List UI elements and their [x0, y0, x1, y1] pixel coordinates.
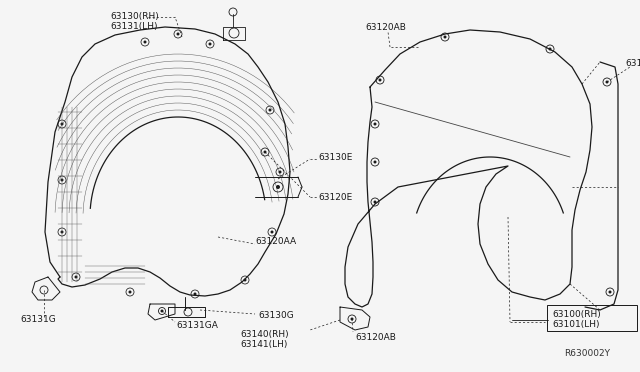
- Text: 63100(RH): 63100(RH): [552, 310, 601, 318]
- Circle shape: [264, 151, 266, 154]
- Circle shape: [177, 32, 179, 35]
- Circle shape: [605, 80, 609, 83]
- Text: 63131(LH): 63131(LH): [110, 22, 157, 32]
- Text: 63140(RH): 63140(RH): [240, 330, 289, 339]
- Circle shape: [193, 292, 196, 295]
- Circle shape: [609, 291, 611, 294]
- Circle shape: [378, 78, 381, 81]
- Text: 63131GA: 63131GA: [176, 321, 218, 330]
- Circle shape: [269, 109, 271, 112]
- Circle shape: [161, 310, 163, 312]
- Text: 63120E: 63120E: [318, 192, 352, 202]
- Circle shape: [548, 48, 552, 51]
- Circle shape: [61, 122, 63, 125]
- Text: 63120AB: 63120AB: [625, 60, 640, 68]
- Circle shape: [351, 317, 353, 321]
- Text: 63120AB: 63120AB: [355, 333, 396, 341]
- Text: 63130G: 63130G: [258, 311, 294, 320]
- Text: 63130E: 63130E: [318, 153, 353, 161]
- Text: 63101(LH): 63101(LH): [552, 320, 600, 328]
- Text: 63120AA: 63120AA: [255, 237, 296, 247]
- Circle shape: [243, 279, 246, 282]
- Circle shape: [209, 42, 211, 45]
- Circle shape: [374, 122, 376, 125]
- Circle shape: [374, 201, 376, 203]
- Text: R630002Y: R630002Y: [564, 350, 610, 359]
- Circle shape: [374, 160, 376, 164]
- Circle shape: [74, 276, 77, 279]
- Circle shape: [271, 231, 273, 234]
- Circle shape: [444, 35, 447, 38]
- FancyBboxPatch shape: [547, 305, 637, 331]
- Text: 63120AB: 63120AB: [365, 22, 406, 32]
- Circle shape: [61, 231, 63, 234]
- Circle shape: [61, 179, 63, 182]
- Text: 63141(LH): 63141(LH): [240, 340, 287, 349]
- Text: 63131G: 63131G: [20, 315, 56, 324]
- Circle shape: [278, 170, 282, 173]
- Circle shape: [129, 291, 131, 294]
- Circle shape: [276, 185, 280, 189]
- Text: 63130(RH): 63130(RH): [110, 13, 159, 22]
- Circle shape: [143, 41, 147, 44]
